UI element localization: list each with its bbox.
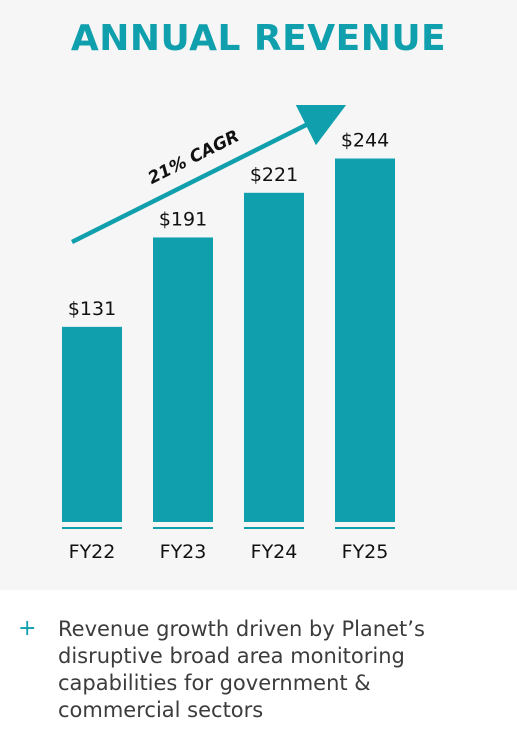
bar-fy25	[335, 158, 395, 522]
bar-fy24	[244, 192, 304, 523]
bar-fy22	[62, 326, 122, 522]
value-label-fy25: $244	[341, 130, 389, 152]
bullet-text: Revenue growth driven by Planet’s disrup…	[58, 617, 425, 722]
value-label-fy23: $191	[159, 208, 207, 230]
chart-title: ANNUAL REVENUE	[70, 18, 447, 59]
value-label-fy24: $221	[250, 164, 298, 186]
bullet-point: + Revenue growth driven by Planet’s disr…	[18, 616, 498, 724]
plus-icon: +	[18, 616, 37, 641]
bar-fy23	[153, 237, 213, 522]
category-label-fy22: FY22	[69, 541, 116, 563]
category-label-fy23: FY23	[160, 541, 207, 563]
cagr-trend-arrow	[70, 104, 347, 245]
category-label-fy24: FY24	[251, 541, 298, 563]
category-label-fy25: FY25	[342, 541, 389, 563]
value-label-fy22: $131	[68, 298, 116, 320]
